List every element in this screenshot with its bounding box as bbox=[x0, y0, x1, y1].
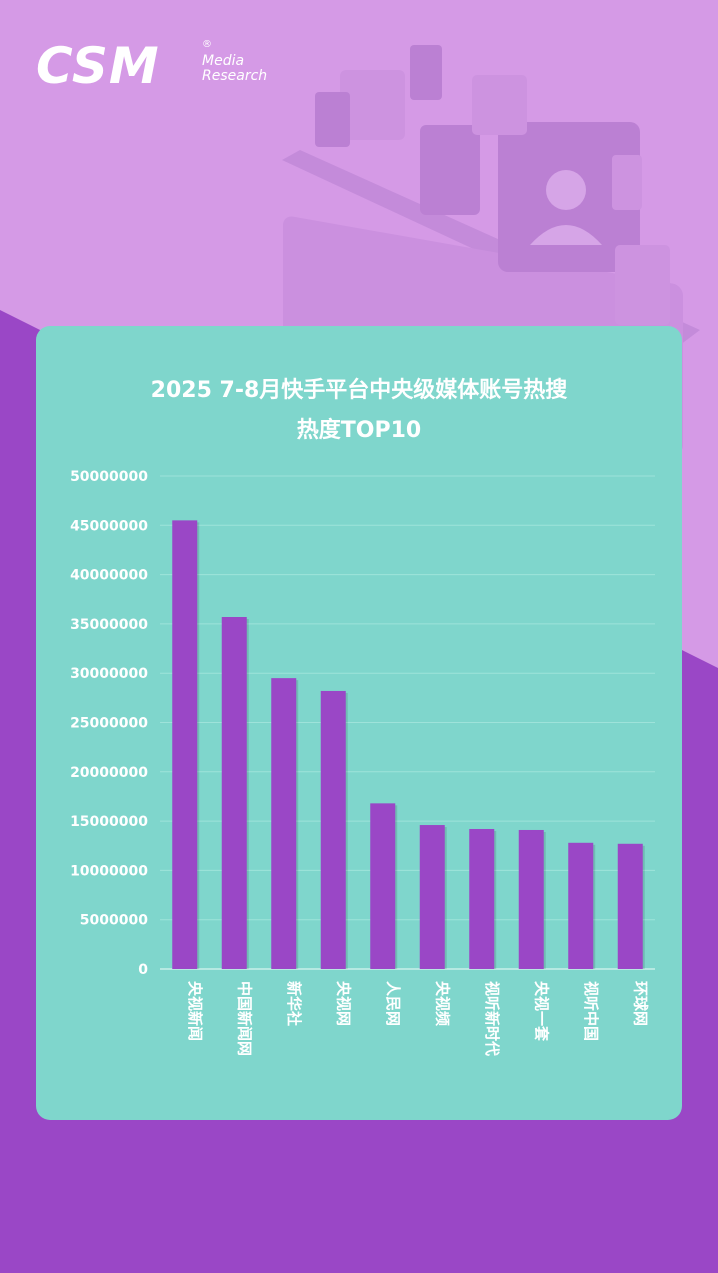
bar bbox=[320, 690, 346, 969]
y-tick-label: 50000000 bbox=[70, 469, 148, 485]
chart-title-line2: 热度TOP10 bbox=[296, 418, 422, 443]
y-tick-label: 45000000 bbox=[70, 518, 148, 534]
bar bbox=[617, 843, 643, 969]
y-tick-label: 30000000 bbox=[70, 666, 148, 682]
x-tick-label: 央视一套 bbox=[532, 981, 550, 1042]
bar bbox=[419, 825, 445, 969]
bar bbox=[469, 828, 495, 969]
y-tick-label: 15000000 bbox=[70, 814, 148, 830]
x-tick-label: 新华社 bbox=[285, 981, 303, 1026]
registered-mark: ® bbox=[202, 39, 212, 50]
x-tick-label: 央视频 bbox=[433, 981, 451, 1026]
logo-wordmark: CSM bbox=[36, 37, 160, 95]
y-tick-label: 10000000 bbox=[70, 863, 148, 879]
y-tick-label: 25000000 bbox=[70, 716, 148, 732]
x-tick-label: 人民网 bbox=[384, 981, 402, 1026]
x-tick-label: 视听新时代 bbox=[483, 981, 501, 1056]
y-tick-label: 20000000 bbox=[70, 765, 148, 781]
chart-title-line1: 2025 7-8月快手平台中央级媒体账号热搜 bbox=[150, 378, 568, 403]
csm-logo: CSM ® Media Research bbox=[36, 38, 286, 98]
bar bbox=[221, 616, 247, 969]
y-tick-label: 35000000 bbox=[70, 617, 148, 633]
x-tick-label: 中国新闻网 bbox=[235, 981, 253, 1056]
x-tick-label: 视听中国 bbox=[582, 981, 600, 1041]
y-tick-label: 0 bbox=[138, 962, 148, 978]
bar bbox=[271, 678, 297, 969]
logo-sub-research: Research bbox=[202, 68, 268, 84]
logo-sub-media: Media bbox=[202, 53, 245, 69]
x-tick-label: 央视新闻 bbox=[186, 981, 204, 1041]
y-tick-label: 40000000 bbox=[70, 568, 148, 584]
y-tick-label: 5000000 bbox=[80, 913, 148, 929]
bar bbox=[370, 803, 396, 969]
bar bbox=[518, 829, 544, 969]
x-tick-label: 环球网 bbox=[631, 981, 649, 1026]
logo-subtitle: Media Research bbox=[202, 54, 267, 84]
bar bbox=[172, 520, 198, 969]
bar bbox=[568, 842, 594, 969]
x-tick-label: 央视网 bbox=[334, 981, 352, 1026]
